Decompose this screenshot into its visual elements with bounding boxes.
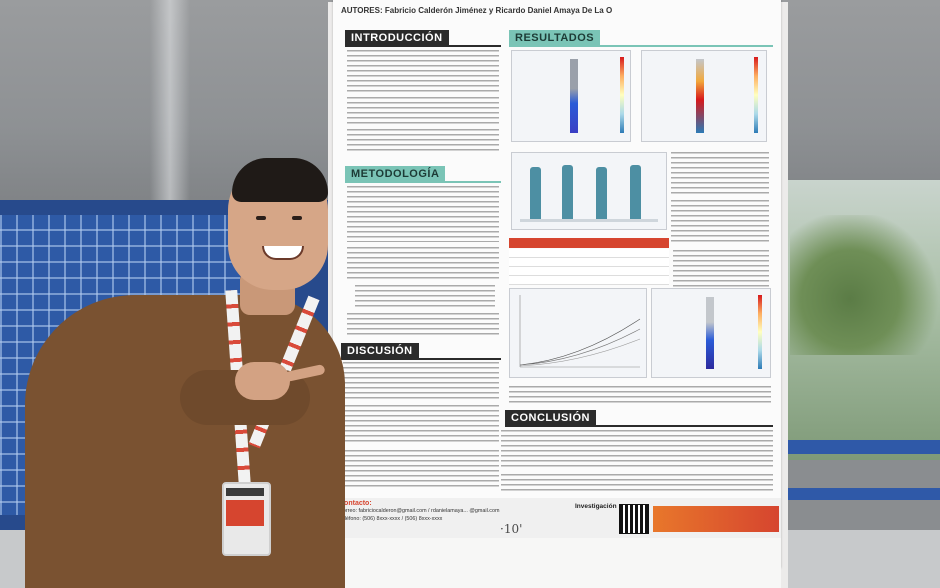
- right-eye: [292, 216, 302, 220]
- wall-stain: [150, 0, 190, 205]
- research-poster: AUTORES: Fabricio Calderón Jiménez y Ric…: [333, 0, 781, 568]
- pressure-field: [696, 59, 704, 133]
- velocity-field: [570, 59, 578, 133]
- results-paragraph-1: [671, 152, 769, 196]
- section-introduccion: INTRODUCCIÓN: [345, 30, 449, 46]
- table-row: [509, 276, 669, 285]
- blue-railing-lower: [780, 488, 940, 500]
- simulation-figure-3: [511, 152, 667, 230]
- investigacion-label: Investigación: [575, 503, 617, 510]
- intro-paragraph-3: [347, 129, 499, 151]
- section-underline: [341, 358, 501, 360]
- contact-label: Contacto:: [339, 500, 372, 507]
- qr-code-icon: [619, 504, 649, 534]
- table-row: [509, 267, 669, 276]
- base-plate: [520, 219, 658, 222]
- person-hair: [232, 158, 328, 202]
- section-underline: [345, 45, 501, 47]
- section-resultados: RESULTADOS: [509, 30, 601, 46]
- results-paragraph-2: [671, 200, 769, 244]
- table-row: [509, 249, 669, 258]
- conclusion-paragraph-1: [501, 430, 773, 470]
- discussion-paragraph-2: [343, 405, 499, 445]
- concentration-field: [706, 297, 714, 369]
- simulation-figure-4: [651, 288, 771, 378]
- section-underline: [505, 425, 773, 427]
- left-eye: [256, 216, 266, 220]
- method-paragraph-3: [347, 313, 499, 335]
- contact-phone: Teléfono: (506) 8xxx-xxxx / (506) 8xxx-x…: [339, 516, 443, 522]
- discussion-paragraph-1: [343, 362, 499, 400]
- column-4: [630, 165, 641, 221]
- column-1: [530, 167, 541, 221]
- simulation-figure-2: [641, 50, 767, 142]
- discussion-paragraph-3: [343, 450, 499, 490]
- contact-email: Correo: fabriciocalderon@gmail.com / rda…: [339, 508, 500, 514]
- method-bullets: [355, 285, 495, 309]
- section-underline: [509, 45, 773, 47]
- section-discusion: DISCUSIÓN: [341, 343, 419, 359]
- results-paragraph-3: [673, 250, 769, 290]
- color-scale: [754, 57, 758, 133]
- method-paragraph-2: [347, 247, 499, 281]
- pointing-hand: [235, 362, 290, 400]
- table-row: [509, 258, 669, 267]
- simulation-figure-1: [511, 50, 631, 142]
- color-scale: [620, 57, 624, 133]
- section-conclusion: CONCLUSIÓN: [505, 410, 596, 426]
- section-underline: [345, 181, 501, 183]
- intro-paragraph-1: [347, 50, 499, 92]
- badge-stripe: [226, 500, 264, 526]
- poster-board-bottom: [333, 538, 781, 588]
- results-table-header: [509, 238, 669, 248]
- blue-railing: [780, 440, 940, 454]
- line-plot: [519, 295, 641, 368]
- handwritten-mark: ·10': [500, 522, 523, 536]
- method-paragraph-1: [347, 186, 499, 242]
- color-scale: [758, 295, 762, 369]
- section-metodologia: METODOLOGÍA: [345, 166, 446, 182]
- results-paragraph-4: [509, 386, 771, 406]
- poster-authors: AUTORES: Fabricio Calderón Jiménez y Ric…: [341, 6, 613, 15]
- column-2: [562, 165, 573, 221]
- badge-logo: [226, 488, 264, 496]
- institution-logo-band: [653, 506, 779, 532]
- conclusion-paragraph-2: [501, 474, 773, 492]
- column-3: [596, 167, 607, 221]
- intro-paragraph-2: [347, 97, 499, 125]
- trees: [790, 215, 940, 355]
- line-plot-figure: [509, 288, 647, 378]
